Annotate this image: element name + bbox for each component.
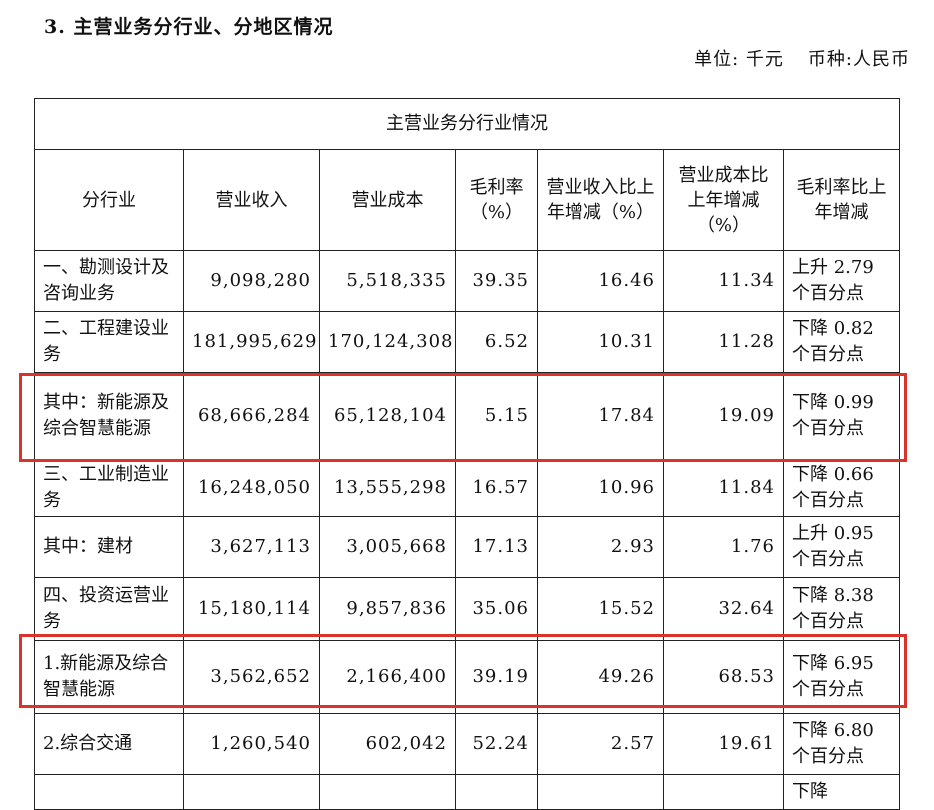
cell-revenue: 3,627,113 [183,516,320,578]
cell-cost: 65,128,104 [319,372,456,460]
cell-margin-change: 上升 2.79 个百分点 [782,250,901,312]
cell-cost-change: 11.28 [663,311,784,373]
cell-gross-margin [455,774,538,810]
col-header-cost: 营业成本 [319,149,456,251]
cell-margin-change: 下降 0.82 个百分点 [782,311,901,373]
col-header-margin-change: 毛利率比上年增减 [782,149,901,251]
cell-margin-change: 下降 [782,774,901,810]
table-row: 四、投资运营业务 15,180,114 9,857,836 35.06 15.5… [34,577,901,641]
cell-revenue [183,774,320,810]
cell-gross-margin: 52.24 [455,713,538,775]
cell-industry: 1.新能源及综合智慧能源 [34,640,184,714]
cell-gross-margin: 16.57 [455,459,538,517]
cell-industry: 其中：建材 [34,516,184,578]
cell-revenue: 68,666,284 [183,372,320,460]
unit-label: 单位: 千元 [694,49,784,70]
unit-line: 单位: 千元 币种:人民币 [694,45,910,71]
cell-margin-change: 下降 0.66 个百分点 [782,459,901,517]
cell-revenue: 1,260,540 [183,713,320,775]
cell-cost-change: 11.84 [663,459,784,517]
cell-gross-margin: 5.15 [455,372,538,460]
cell-revenue-change: 17.84 [537,372,664,460]
cell-gross-margin: 17.13 [455,516,538,578]
table-row: 下降 [34,774,901,810]
col-header-cost-change: 营业成本比上年增减（%） [663,149,784,251]
cell-cost: 170,124,308 [319,311,456,373]
cell-cost-change: 19.61 [663,713,784,775]
cell-revenue: 9,098,280 [183,250,320,312]
table-row: 二、工程建设业务 181,995,629 170,124,308 6.52 10… [34,311,901,373]
cell-cost-change: 32.64 [663,577,784,641]
cell-revenue-change: 2.57 [537,713,664,775]
table-row: 2.综合交通 1,260,540 602,042 52.24 2.57 19.6… [34,713,901,775]
cell-margin-change: 上升 0.95 个百分点 [782,516,901,578]
cell-gross-margin: 35.06 [455,577,538,641]
cell-gross-margin: 39.35 [455,250,538,312]
cell-industry: 2.综合交通 [34,713,184,775]
cell-revenue-change: 10.31 [537,311,664,373]
cell-cost: 602,042 [319,713,456,775]
cell-cost: 2,166,400 [319,640,456,714]
cell-revenue-change: 49.26 [537,640,664,714]
currency-label: 币种:人民币 [807,49,910,70]
cell-cost: 3,005,668 [319,516,456,578]
cell-revenue-change: 15.52 [537,577,664,641]
cell-industry: 其中：新能源及综合智慧能源 [34,372,184,460]
cell-industry: 三、工业制造业务 [34,459,184,517]
cell-cost: 13,555,298 [319,459,456,517]
cell-revenue-change [537,774,664,810]
col-header-revenue: 营业收入 [183,149,320,251]
table-row: 其中：新能源及综合智慧能源 68,666,284 65,128,104 5.15… [34,372,901,460]
cell-revenue-change: 10.96 [537,459,664,517]
cell-margin-change: 下降 0.99 个百分点 [782,372,901,460]
table-row: 1.新能源及综合智慧能源 3,562,652 2,166,400 39.19 4… [34,640,901,714]
cell-revenue: 181,995,629 [183,311,320,373]
table-caption: 主营业务分行业情况 [33,98,901,150]
table-header-row: 分行业 营业收入 营业成本 毛利率（%） 营业收入比上年增减（%） 营业成本比上… [34,149,901,251]
col-header-industry: 分行业 [34,149,184,251]
cell-cost [319,774,456,810]
cell-cost-change: 68.53 [663,640,784,714]
section-title: 3. 主营业务分行业、分地区情况 [44,16,334,38]
table-row: 一、勘测设计及咨询业务 9,098,280 5,518,335 39.35 16… [34,250,901,312]
col-header-gross-margin: 毛利率（%） [455,149,538,251]
cell-gross-margin: 39.19 [455,640,538,714]
cell-cost: 9,857,836 [319,577,456,641]
cell-industry: 一、勘测设计及咨询业务 [34,250,184,312]
cell-cost: 5,518,335 [319,250,456,312]
cell-revenue-change: 16.46 [537,250,664,312]
cell-gross-margin: 6.52 [455,311,538,373]
cell-cost-change: 11.34 [663,250,784,312]
table-row: 其中：建材 3,627,113 3,005,668 17.13 2.93 1.7… [34,516,901,578]
cell-cost-change [663,774,784,810]
col-header-revenue-change: 营业收入比上年增减（%） [537,149,664,251]
cell-margin-change: 下降 6.95 个百分点 [782,640,901,714]
cell-revenue-change: 2.93 [537,516,664,578]
cell-margin-change: 下降 8.38 个百分点 [782,577,901,641]
cell-cost-change: 1.76 [663,516,784,578]
cell-margin-change: 下降 6.80 个百分点 [782,713,901,775]
cell-revenue: 15,180,114 [183,577,320,641]
cell-cost-change: 19.09 [663,372,784,460]
cell-industry: 四、投资运营业务 [34,577,184,641]
cell-industry [34,774,184,810]
table-row: 三、工业制造业务 16,248,050 13,555,298 16.57 10.… [34,459,901,517]
cell-revenue: 16,248,050 [183,459,320,517]
industry-revenue-table: 主营业务分行业情况 分行业 营业收入 营业成本 毛利率（%） 营业收入比上年增减… [33,98,901,810]
cell-revenue: 3,562,652 [183,640,320,714]
cell-industry: 二、工程建设业务 [34,311,184,373]
